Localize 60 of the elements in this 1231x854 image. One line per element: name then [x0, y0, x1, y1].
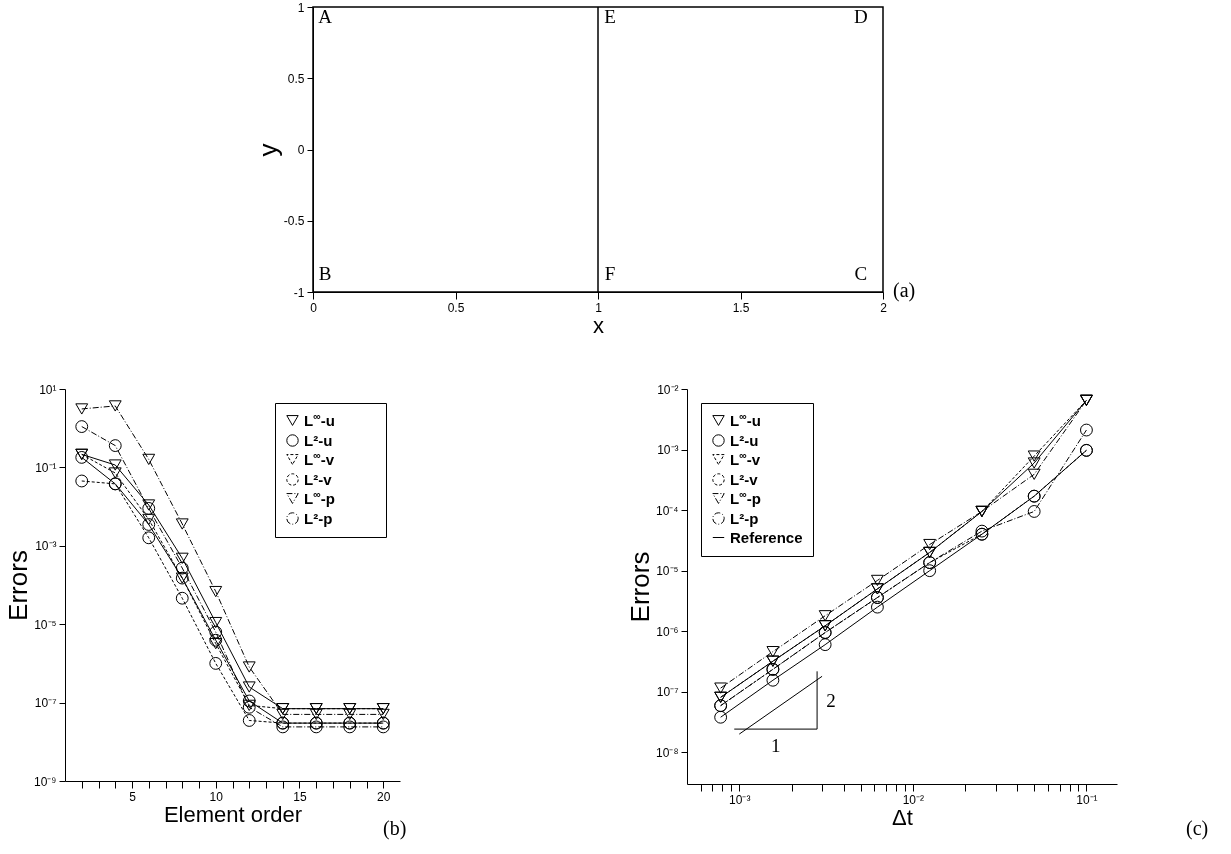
annotation: E: [604, 5, 616, 27]
x-tick-label: 10⁻¹: [1076, 792, 1098, 807]
x-tick-label: 0: [310, 300, 318, 315]
y-tick-label: 0: [297, 143, 305, 157]
legend-label: L$^{∞}$-v: [730, 448, 761, 468]
text: (a): [893, 279, 916, 301]
y-tick-label: 10⁻²: [657, 382, 679, 397]
x-tick-label: 20: [377, 789, 391, 804]
y-tick-label: 10⁻³: [657, 443, 679, 458]
x-tick-label: 0.5: [447, 300, 465, 315]
annotation: F: [604, 262, 616, 284]
legend-label: L²-p: [304, 509, 333, 527]
y-tick-label: 10⁻⁴: [655, 503, 679, 518]
legend-label: L²-u: [730, 431, 759, 449]
x-tick-label: 10: [209, 789, 224, 804]
y-tick-label: 0.5: [287, 71, 305, 86]
y-tick-label: -1: [293, 285, 305, 300]
x-tick-label: 10⁻²: [902, 792, 925, 807]
annotation: 1: [770, 734, 781, 756]
legend-label: L$^{∞}$-u: [304, 409, 335, 429]
legend-label: L²-u: [304, 431, 333, 449]
y-tick-label: 10⁻⁶: [656, 624, 679, 639]
legend-label: L²-v: [304, 470, 333, 488]
y-tick-label: 1: [297, 0, 305, 15]
legend-label: L²-p: [730, 509, 759, 527]
x-tick-label: 2: [880, 300, 888, 315]
y-tick-label: 10⁻⁸: [656, 745, 679, 760]
y-tick-label: 10⁻⁵: [656, 564, 679, 579]
y-axis-title: Errors: [3, 550, 34, 621]
legend-label: L$^{∞}$-u: [730, 409, 761, 429]
legend-label: L$^{∞}$-p: [730, 487, 761, 507]
y-axis-title: y: [252, 143, 283, 157]
y-tick-label: 10⁻⁵: [34, 617, 57, 632]
legend-label: Reference: [730, 528, 803, 546]
text: (c): [1186, 817, 1209, 839]
y-tick-label: -0.5: [283, 214, 305, 229]
annotation: A: [318, 5, 332, 27]
y-tick-label: 10⁻³: [35, 539, 57, 554]
x-axis-title: Δt: [892, 804, 913, 830]
legend-label: L²-v: [730, 470, 759, 488]
y-axis-title: Errors: [625, 551, 655, 623]
x-tick-label: 5: [129, 789, 137, 804]
x-tick-label: 10⁻³: [729, 792, 751, 807]
annotation: D: [854, 5, 868, 27]
y-tick-label: 10⁻⁷: [656, 685, 679, 700]
x-tick-label: 1: [595, 300, 603, 315]
y-tick-label: 10⁻⁷: [34, 696, 57, 711]
legend-label: L$^{∞}$-v: [304, 448, 335, 468]
y-tick-label: 10⁻¹: [35, 460, 57, 475]
annotation: C: [854, 262, 868, 284]
annotation: 2: [826, 689, 836, 711]
text: (b): [383, 817, 407, 839]
x-axis-title: x: [593, 312, 604, 338]
legend-label: L$^{∞}$-p: [304, 487, 335, 507]
x-tick-label: 15: [293, 789, 307, 804]
y-tick-label: 10⁻⁹: [34, 774, 57, 789]
x-axis-title: Element order: [163, 801, 303, 827]
annotation: B: [318, 262, 332, 284]
x-tick-label: 1.5: [732, 300, 750, 315]
y-tick-label: 10¹: [39, 382, 57, 397]
